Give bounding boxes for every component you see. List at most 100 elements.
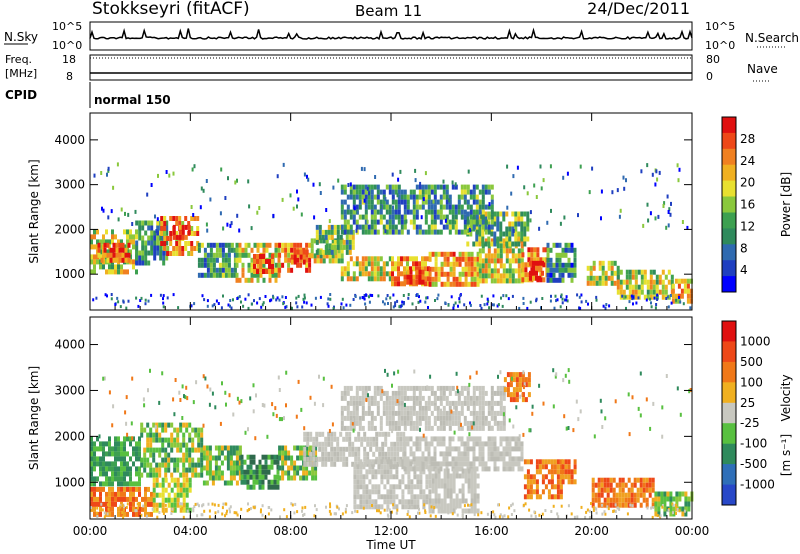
data-cell bbox=[552, 242, 556, 248]
colorbar-segment bbox=[722, 180, 736, 197]
data-cell bbox=[370, 271, 374, 277]
data-cell bbox=[261, 479, 265, 485]
data-cell bbox=[152, 457, 156, 463]
data-cell bbox=[467, 483, 471, 489]
data-cell bbox=[511, 436, 515, 442]
data-cell bbox=[418, 405, 422, 411]
speckle-cell bbox=[650, 506, 653, 510]
data-cell bbox=[397, 405, 401, 411]
sparse-cell bbox=[330, 384, 333, 389]
data-cell bbox=[262, 262, 266, 268]
data-cell bbox=[514, 226, 518, 232]
data-cell bbox=[343, 224, 347, 230]
data-cell bbox=[267, 464, 271, 470]
data-cell bbox=[184, 246, 188, 251]
speckle-cell bbox=[359, 296, 362, 300]
speckle-cell bbox=[612, 509, 615, 513]
sparse-cell bbox=[347, 183, 350, 187]
data-cell bbox=[424, 189, 428, 195]
data-cell bbox=[276, 459, 280, 465]
data-cell bbox=[152, 437, 156, 443]
data-cell bbox=[346, 271, 350, 277]
data-cell bbox=[499, 456, 503, 462]
data-cell bbox=[505, 248, 509, 254]
data-cell bbox=[111, 466, 114, 472]
sparse-cell bbox=[110, 209, 113, 214]
speckle-cell bbox=[580, 293, 583, 297]
speckle-cell bbox=[126, 502, 129, 506]
data-cell bbox=[224, 257, 228, 263]
data-cell bbox=[622, 294, 626, 300]
data-cell bbox=[654, 496, 658, 502]
sparse-cell bbox=[300, 212, 303, 217]
data-cell bbox=[430, 224, 434, 230]
data-cell bbox=[663, 511, 667, 517]
data-cell bbox=[191, 427, 195, 433]
data-cell bbox=[461, 483, 465, 489]
data-cell bbox=[144, 486, 147, 492]
data-cell bbox=[240, 474, 244, 480]
sparse-cell bbox=[386, 372, 389, 377]
data-cell bbox=[330, 461, 334, 467]
data-cell bbox=[515, 397, 519, 403]
speckle-cell bbox=[192, 509, 195, 513]
data-cell bbox=[203, 257, 207, 263]
sparse-cell bbox=[228, 393, 231, 398]
data-cell bbox=[505, 258, 509, 264]
data-cell bbox=[278, 445, 282, 451]
speckle-cell bbox=[356, 510, 359, 514]
speckle-cell bbox=[661, 505, 664, 509]
data-cell bbox=[496, 451, 500, 457]
data-cell bbox=[481, 390, 485, 396]
data-cell bbox=[561, 464, 565, 470]
data-cell bbox=[135, 511, 138, 517]
data-cell bbox=[544, 484, 548, 490]
data-cell bbox=[235, 277, 239, 283]
data-cell bbox=[410, 479, 414, 485]
sparse-cell bbox=[567, 426, 570, 430]
data-cell bbox=[493, 241, 497, 247]
data-cell bbox=[253, 272, 257, 278]
data-cell bbox=[481, 456, 485, 462]
data-cell bbox=[481, 194, 485, 200]
sparse-cell bbox=[283, 416, 285, 421]
data-cell bbox=[529, 459, 533, 465]
sparse-cell bbox=[244, 430, 247, 435]
sparse-cell bbox=[511, 376, 513, 381]
speckle-cell bbox=[270, 298, 273, 302]
data-cell bbox=[487, 456, 491, 462]
sparse-cell bbox=[379, 205, 382, 210]
data-cell bbox=[376, 189, 380, 195]
data-cell bbox=[185, 482, 189, 488]
data-cell bbox=[391, 281, 394, 287]
speckle-cell bbox=[554, 294, 557, 298]
data-cell bbox=[321, 441, 325, 447]
data-cell bbox=[470, 478, 474, 484]
data-cell bbox=[454, 400, 458, 406]
data-cell bbox=[460, 400, 464, 406]
data-cell bbox=[361, 410, 365, 416]
data-cell bbox=[253, 254, 256, 259]
data-cell bbox=[175, 216, 179, 221]
data-cell bbox=[396, 446, 400, 452]
data-cell bbox=[550, 464, 554, 470]
data-cell bbox=[135, 255, 139, 261]
data-cell bbox=[505, 451, 509, 457]
speckle-cell bbox=[454, 506, 457, 510]
sparse-cell bbox=[319, 433, 322, 437]
data-cell bbox=[156, 235, 160, 241]
data-cell bbox=[493, 263, 497, 269]
speckle-cell bbox=[544, 509, 547, 512]
speckle-cell bbox=[386, 508, 389, 512]
data-cell bbox=[439, 219, 443, 225]
data-cell bbox=[511, 456, 515, 462]
sparse-cell bbox=[522, 385, 525, 390]
speckle-cell bbox=[383, 508, 386, 512]
data-cell bbox=[376, 261, 380, 267]
sparse-cell bbox=[252, 409, 255, 414]
data-cell bbox=[115, 247, 119, 253]
data-cell bbox=[217, 450, 221, 456]
data-cell bbox=[370, 415, 374, 421]
speckle-cell bbox=[502, 294, 505, 298]
data-cell bbox=[138, 506, 141, 512]
